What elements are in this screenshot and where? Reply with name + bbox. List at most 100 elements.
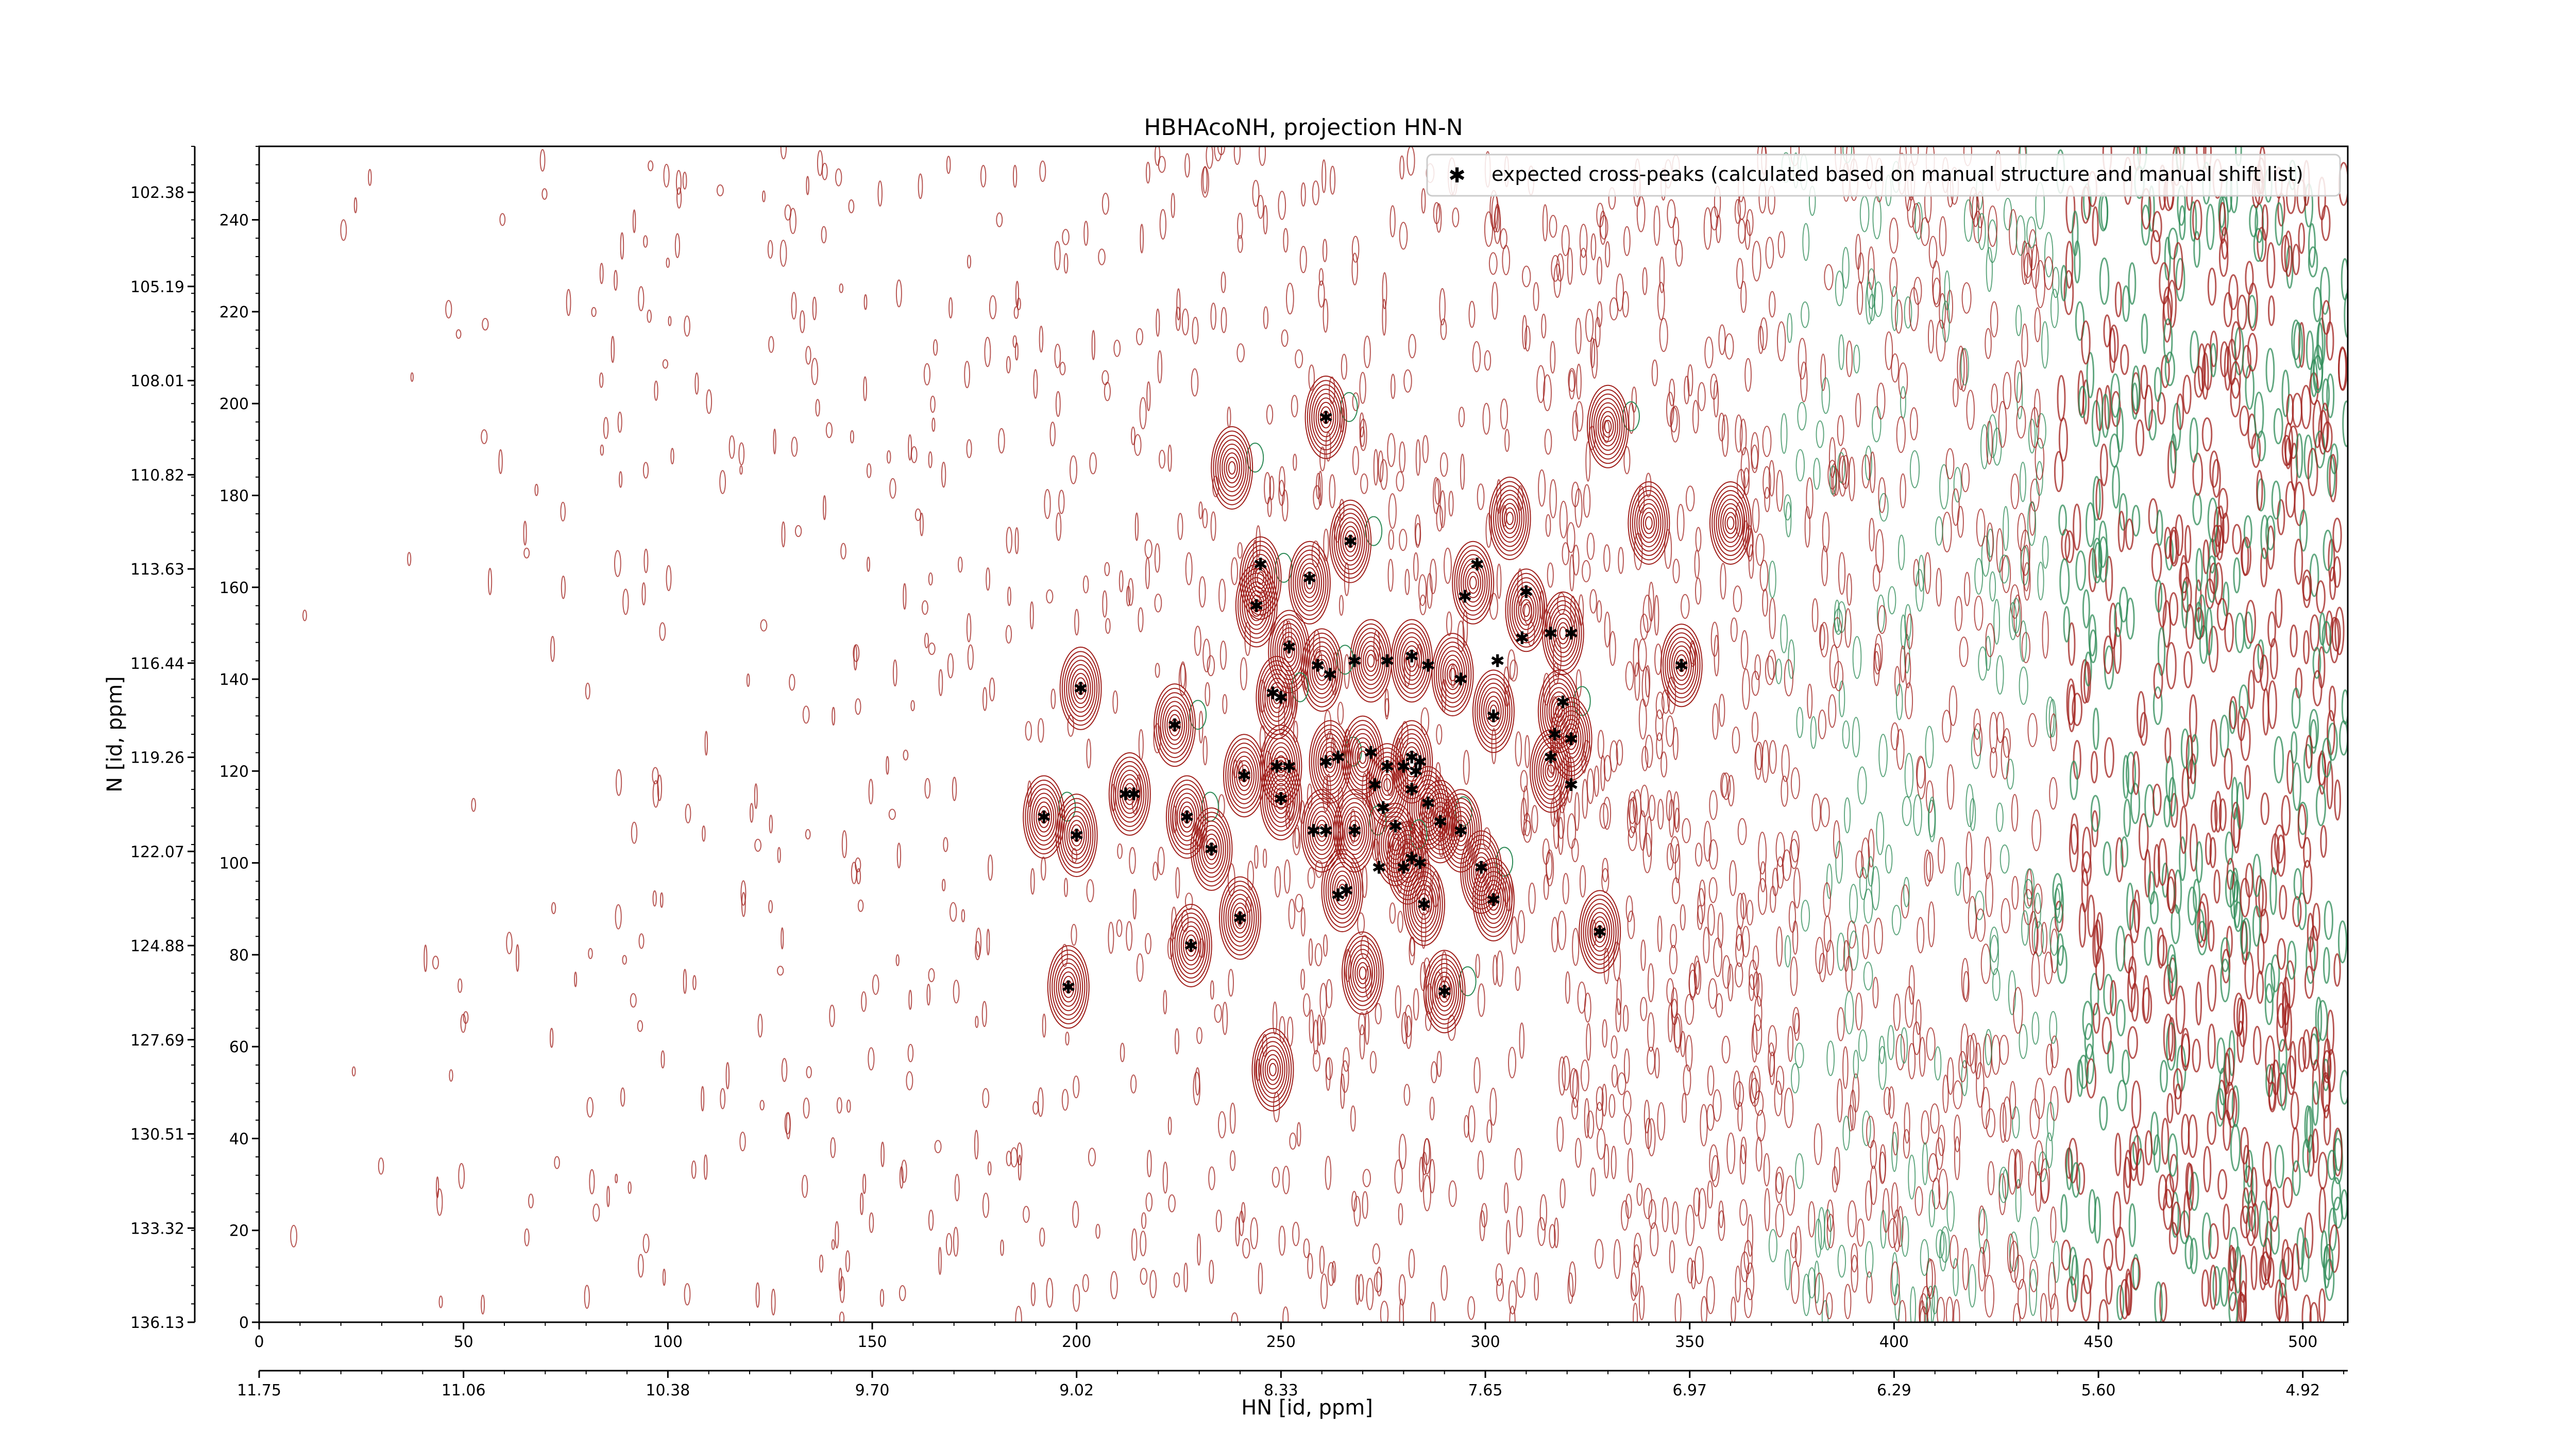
noise-contour	[1657, 799, 1664, 830]
noise-contour	[2302, 1139, 2311, 1173]
noise-contour	[755, 1282, 760, 1308]
noise-contour	[1754, 996, 1762, 1032]
peak-contour	[1156, 687, 1194, 763]
noise-contour	[1885, 844, 1893, 874]
noise-contour	[1039, 160, 1046, 182]
noise-contour	[1674, 844, 1681, 884]
noise-contour	[1233, 146, 1241, 165]
peak-contour	[1304, 375, 1347, 459]
noise-contour	[1424, 885, 1433, 913]
noise-contour	[1436, 724, 1443, 745]
noise-contour	[1721, 772, 1731, 800]
peak-contour	[1532, 733, 1570, 808]
noise-contour	[1667, 843, 1674, 870]
noise-contour	[1824, 264, 1834, 291]
peak-contour	[1485, 696, 1502, 727]
noise-contour	[1974, 595, 1984, 631]
peak-contour	[1344, 720, 1382, 795]
peak-contour	[1370, 752, 1404, 818]
noise-contour	[1844, 991, 1854, 1035]
noise-contour	[1055, 391, 1061, 417]
noise-contour	[1790, 767, 1800, 799]
noise-contour	[1291, 692, 1297, 719]
peak-contour	[1403, 856, 1412, 870]
noise-contour	[1985, 623, 1995, 658]
noise-contour	[1359, 1024, 1365, 1060]
noise-contour	[2321, 621, 2331, 654]
noise-contour	[802, 705, 810, 724]
noise-contour	[2224, 346, 2231, 391]
peak-contour	[1454, 545, 1492, 620]
noise-contour	[2083, 661, 2091, 703]
noise-contour	[1549, 1224, 1556, 1249]
noise-contour	[353, 197, 358, 213]
noise-contour	[1382, 298, 1387, 336]
noise-contour	[1926, 1286, 1935, 1322]
noise-contour	[1831, 463, 1838, 497]
peak-contour	[1507, 572, 1546, 648]
noise-contour	[1752, 498, 1760, 533]
noise-contour	[2219, 714, 2229, 758]
peak-contour	[1467, 571, 1479, 594]
noise-contour	[1597, 256, 1602, 285]
signal-cluster	[1342, 931, 1384, 1015]
noise-contour	[1603, 1143, 1609, 1179]
noise-contour	[2094, 919, 2102, 964]
noise-contour	[2157, 392, 2166, 425]
noise-contour	[2262, 1141, 2272, 1187]
noise-contour	[1155, 146, 1161, 166]
peak-contour	[1346, 815, 1363, 847]
noise-contour	[1708, 877, 1718, 903]
noise-contour	[2216, 598, 2228, 631]
noise-contour	[1338, 595, 1344, 616]
noise-contour	[1674, 807, 1680, 833]
noise-contour	[1435, 762, 1441, 784]
noise-contour	[1852, 717, 1860, 757]
noise-contour	[2268, 1082, 2277, 1113]
noise-contour	[458, 1163, 465, 1189]
noise-contour	[767, 240, 773, 259]
peak-contour	[1411, 880, 1437, 929]
noise-contour	[1853, 344, 1860, 374]
peak-contour	[1512, 581, 1541, 639]
noise-contour	[2238, 999, 2248, 1048]
noise-contour	[1666, 978, 1674, 1004]
noise-contour	[1800, 361, 1808, 402]
noise-contour	[2316, 580, 2326, 614]
noise-contour	[947, 653, 954, 679]
peak-contour	[1336, 879, 1348, 902]
noise-contour	[1894, 299, 1903, 334]
noise-contour	[941, 462, 946, 488]
noise-contour	[586, 1097, 594, 1118]
peak-contour	[1246, 549, 1276, 607]
noise-contour	[2110, 980, 2117, 1017]
noise-contour	[1289, 1132, 1297, 1150]
noise-contour	[1436, 1051, 1442, 1077]
noise-contour	[2071, 1162, 2081, 1198]
noise-contour	[1015, 280, 1020, 308]
noise-contour	[1210, 980, 1214, 1000]
noise-contour	[880, 1141, 885, 1168]
noise-contour	[1856, 1218, 1865, 1247]
noise-contour	[2190, 330, 2199, 374]
noise-contour	[1973, 723, 1983, 756]
peak-contour	[1205, 838, 1218, 861]
peak-contour	[1115, 765, 1145, 823]
noise-contour	[2154, 1281, 2163, 1322]
noise-contour	[2247, 332, 2258, 372]
peak-contour	[1405, 867, 1443, 942]
noise-contour	[2179, 805, 2188, 854]
noise-contour	[1308, 364, 1315, 391]
noise-contour	[1890, 1261, 1900, 1306]
peak-contour	[1408, 654, 1416, 668]
peak-contour	[1462, 834, 1500, 909]
noise-contour	[1801, 301, 1810, 328]
noise-contour	[1694, 961, 1702, 995]
noise-contour	[1938, 837, 1945, 874]
noise-contour	[1933, 277, 1941, 308]
signal-cluster	[1108, 752, 1151, 836]
peak-contour	[1174, 913, 1208, 979]
noise-contour	[1795, 1153, 1804, 1189]
noise-contour	[1549, 479, 1557, 518]
noise-contour	[2136, 1148, 2145, 1186]
